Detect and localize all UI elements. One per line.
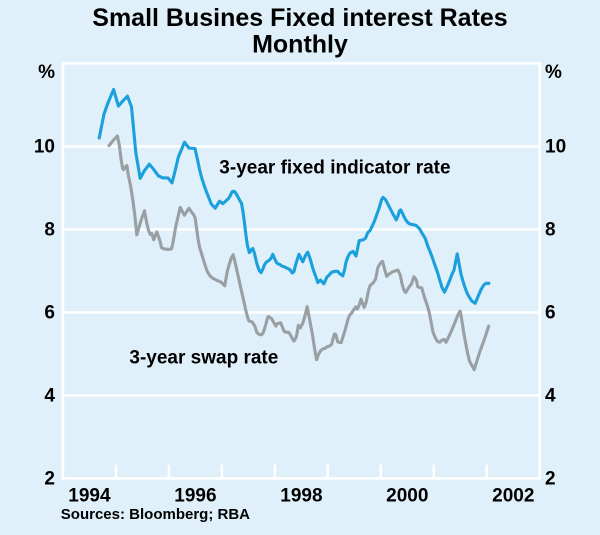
svg-text:4: 4 (545, 386, 556, 407)
svg-text:8: 8 (44, 220, 55, 241)
svg-text:8: 8 (545, 220, 556, 241)
svg-text:2002: 2002 (492, 486, 534, 507)
svg-text:2: 2 (44, 469, 55, 490)
svg-text:1994: 1994 (68, 486, 111, 507)
svg-text:3-year swap rate: 3-year swap rate (129, 348, 278, 369)
svg-text:2: 2 (545, 469, 556, 490)
svg-text:6: 6 (545, 303, 556, 324)
svg-text:6: 6 (44, 303, 55, 324)
svg-text:2000: 2000 (386, 486, 428, 507)
svg-text:Sources: Bloomberg; RBA: Sources: Bloomberg; RBA (61, 506, 250, 523)
svg-text:4: 4 (44, 386, 55, 407)
svg-text:Monthly: Monthly (252, 30, 348, 58)
svg-text:1996: 1996 (174, 486, 216, 507)
svg-text:1998: 1998 (280, 486, 322, 507)
svg-text:10: 10 (545, 137, 566, 158)
svg-text:3-year fixed indicator rate: 3-year fixed indicator rate (219, 157, 450, 178)
svg-text:%: % (38, 62, 55, 83)
svg-text:%: % (545, 62, 562, 83)
svg-text:Small Busines Fixed interest R: Small Busines Fixed interest Rates (92, 4, 507, 32)
svg-text:10: 10 (34, 137, 55, 158)
